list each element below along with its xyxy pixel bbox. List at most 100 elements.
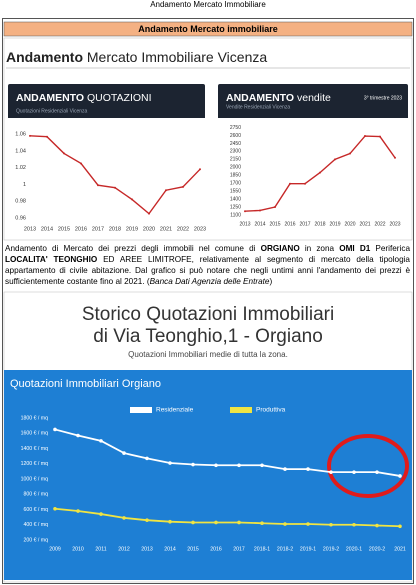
y-tick-label: 1400	[230, 196, 241, 202]
data-point	[122, 516, 126, 520]
chart-title-rest: vendite	[297, 92, 331, 104]
y-tick-label: 1.02	[15, 165, 26, 171]
heading-rest: Mercato Immobiliare Vicenza	[87, 49, 267, 65]
x-tick-label: 2013	[239, 221, 250, 227]
chart-panel	[4, 370, 412, 580]
data-point	[375, 470, 379, 474]
chart-subtitle: Quotazioni Residenziali Vicenza	[16, 108, 88, 114]
text: Andamento di Mercato dei prezzi degli im…	[5, 244, 261, 253]
y-tick-label: 0.98	[15, 199, 26, 205]
chart-title: ANDAMENTO vendite	[226, 92, 331, 104]
data-point	[191, 462, 195, 467]
chart-annotation: 3° trimestre 2023	[364, 95, 402, 101]
data-point	[364, 135, 366, 138]
data-point	[329, 470, 333, 474]
y-tick-label: 1400 € / mq	[21, 446, 49, 452]
page-title: Andamento Mercato Immobiliare	[150, 0, 266, 9]
x-tick-label: 2013	[141, 546, 153, 552]
data-point	[289, 182, 291, 185]
data-point	[244, 210, 246, 213]
data-point	[349, 152, 351, 155]
legend-label: Produttiva	[256, 407, 286, 414]
data-point	[165, 189, 167, 192]
y-tick-label: 600 € / mq	[23, 507, 48, 513]
x-tick-label: 2017	[233, 546, 245, 552]
x-tick-label: 2011	[95, 546, 106, 552]
y-tick-label: 2600	[230, 133, 241, 139]
data-point	[398, 474, 402, 478]
x-tick-label: 2020	[143, 226, 155, 232]
x-tick-label: 2019	[126, 226, 138, 232]
x-tick-label: 2018-2	[277, 546, 293, 552]
storico-subtitle: Quotazioni Immobiliari medie di tutta la…	[128, 350, 288, 359]
x-tick-label: 2021	[160, 226, 172, 232]
text: in zona	[299, 244, 340, 253]
text-italic: Banca Dati Agenzia delle Entrate	[149, 277, 270, 286]
chart-subtitle: Vendite Residenziali Vicenza	[226, 104, 290, 110]
data-point	[379, 135, 381, 138]
data-point	[122, 451, 126, 455]
x-tick-label: 2020	[344, 221, 355, 227]
data-point	[260, 463, 264, 468]
x-tick-label: 2021	[394, 546, 406, 552]
data-point	[306, 467, 310, 471]
section-header: Andamento Mercato immobiliare	[138, 24, 278, 34]
y-tick-label: 2150	[230, 157, 241, 163]
data-point	[131, 198, 133, 201]
y-tick-label: 1100	[230, 212, 241, 218]
data-point	[53, 506, 57, 511]
data-point	[375, 523, 379, 528]
data-point	[283, 522, 287, 526]
data-point	[145, 456, 149, 461]
x-tick-label: 2016	[210, 546, 222, 552]
text: )	[269, 277, 273, 286]
data-point	[352, 522, 356, 527]
data-point	[304, 182, 306, 185]
y-tick-label: 800 € / mq	[23, 492, 48, 498]
x-tick-label: 2020-1	[346, 546, 362, 552]
data-point	[214, 463, 218, 468]
data-point	[214, 520, 218, 525]
y-tick-label: 2750	[230, 125, 241, 131]
x-tick-label: 2018	[109, 226, 121, 232]
heading-bold: Andamento	[6, 49, 83, 65]
y-tick-label: 2000	[230, 165, 241, 171]
data-point	[148, 212, 150, 215]
x-tick-label: 2015	[187, 546, 199, 552]
y-tick-label: 1000 € / mq	[21, 476, 49, 482]
x-tick-label: 2015	[58, 226, 70, 232]
y-tick-label: 1800 € / mq	[21, 415, 49, 421]
data-point	[46, 135, 48, 138]
x-tick-label: 2021	[359, 221, 370, 227]
data-point	[274, 206, 276, 208]
x-tick-label: 2018-1	[254, 546, 270, 552]
data-point	[329, 522, 333, 527]
section-header-bar	[3, 21, 413, 37]
y-tick-label: 1850	[230, 173, 241, 179]
data-point	[398, 524, 402, 529]
y-tick-label: 2300	[230, 149, 241, 155]
data-point	[319, 171, 321, 174]
vicenza-heading: Andamento Mercato Immobiliare Vicenza	[6, 49, 267, 65]
y-tick-label: 1200 € / mq	[21, 461, 49, 467]
x-tick-label: 2022	[374, 221, 385, 227]
x-tick-label: 2014	[41, 226, 53, 232]
y-tick-label: 0.96	[15, 215, 26, 221]
data-point	[334, 158, 336, 161]
frame	[2, 18, 414, 584]
x-tick-label: 2015	[269, 221, 280, 227]
x-tick-label: 2023	[194, 226, 206, 232]
data-point	[168, 519, 172, 524]
plot-area	[218, 118, 408, 235]
x-tick-label: 2009	[49, 546, 61, 552]
data-point	[29, 134, 31, 137]
data-point	[191, 520, 195, 525]
chart-title-rest: QUOTAZIONI	[87, 92, 152, 104]
y-tick-label: 1.06	[15, 132, 26, 138]
data-point	[76, 509, 80, 513]
y-tick-label: 1550	[230, 188, 241, 194]
x-tick-label: 2013	[24, 226, 36, 232]
data-point	[99, 512, 103, 516]
